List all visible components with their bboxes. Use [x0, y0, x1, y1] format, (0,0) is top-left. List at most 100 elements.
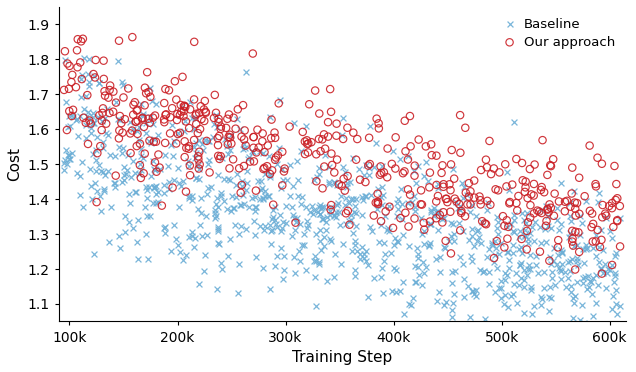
Baseline	[356, 251, 366, 257]
Baseline	[272, 161, 282, 167]
Baseline	[314, 259, 324, 265]
Our approach	[537, 137, 548, 143]
Our approach	[391, 166, 401, 171]
Baseline	[200, 137, 211, 143]
Our approach	[280, 166, 290, 171]
Baseline	[504, 187, 514, 193]
Baseline	[278, 219, 288, 225]
Our approach	[214, 133, 225, 139]
Our approach	[445, 209, 455, 215]
Baseline	[287, 212, 298, 218]
Our approach	[135, 141, 145, 147]
Baseline	[469, 291, 480, 297]
Baseline	[125, 200, 135, 206]
Our approach	[193, 130, 203, 136]
Baseline	[198, 148, 208, 154]
Our approach	[150, 113, 160, 119]
Our approach	[438, 209, 448, 215]
Baseline	[91, 157, 101, 163]
Baseline	[113, 58, 123, 64]
Baseline	[473, 227, 483, 233]
Baseline	[309, 258, 319, 264]
Baseline	[61, 99, 71, 105]
Our approach	[543, 209, 553, 215]
Our approach	[86, 121, 96, 126]
Baseline	[141, 121, 151, 126]
Our approach	[167, 105, 177, 111]
Our approach	[197, 116, 207, 122]
Our approach	[579, 193, 590, 199]
Baseline	[146, 140, 156, 146]
Baseline	[284, 193, 294, 199]
Our approach	[234, 165, 244, 171]
Our approach	[567, 236, 577, 242]
Our approach	[600, 211, 611, 217]
Baseline	[250, 194, 260, 200]
Our approach	[319, 131, 329, 137]
Baseline	[61, 147, 71, 153]
Baseline	[316, 205, 326, 211]
Our approach	[144, 138, 155, 144]
Our approach	[133, 118, 143, 124]
Baseline	[151, 183, 161, 189]
Baseline	[302, 218, 312, 224]
Our approach	[584, 208, 595, 214]
Baseline	[196, 196, 206, 202]
Baseline	[520, 233, 530, 239]
Our approach	[307, 139, 317, 145]
Baseline	[296, 194, 307, 200]
Baseline	[260, 189, 270, 195]
Our approach	[62, 61, 73, 67]
Baseline	[593, 348, 604, 354]
Baseline	[550, 245, 560, 251]
Baseline	[515, 262, 525, 268]
Baseline	[64, 113, 74, 119]
Our approach	[59, 87, 69, 93]
Baseline	[256, 224, 266, 230]
Baseline	[335, 222, 345, 228]
Baseline	[578, 280, 588, 286]
Baseline	[59, 160, 69, 166]
Our approach	[202, 138, 212, 144]
Baseline	[213, 204, 223, 210]
Baseline	[478, 269, 488, 275]
Our approach	[92, 199, 102, 205]
Our approach	[266, 117, 277, 123]
Our approach	[67, 72, 78, 78]
Our approach	[438, 219, 448, 225]
Baseline	[359, 251, 369, 257]
Baseline	[140, 205, 150, 211]
Our approach	[191, 121, 202, 127]
Baseline	[508, 228, 518, 234]
Baseline	[380, 251, 390, 257]
Baseline	[476, 322, 487, 328]
Our approach	[258, 166, 268, 172]
Baseline	[212, 240, 223, 246]
Our approach	[327, 162, 337, 168]
Our approach	[160, 140, 170, 146]
Baseline	[467, 233, 477, 239]
Baseline	[581, 286, 591, 292]
Baseline	[560, 269, 570, 275]
Baseline	[433, 185, 443, 191]
Baseline	[244, 205, 254, 211]
Baseline	[471, 286, 481, 292]
Baseline	[502, 272, 512, 278]
Our approach	[369, 212, 379, 218]
Baseline	[311, 258, 321, 264]
Our approach	[75, 60, 85, 65]
Baseline	[184, 234, 194, 240]
Baseline	[150, 184, 160, 190]
Baseline	[128, 158, 138, 164]
Baseline	[244, 154, 254, 160]
Our approach	[251, 150, 261, 155]
Our approach	[323, 134, 333, 140]
Baseline	[235, 202, 245, 208]
Baseline	[464, 237, 474, 243]
Our approach	[303, 150, 313, 155]
Baseline	[347, 326, 357, 332]
Our approach	[376, 218, 386, 224]
Y-axis label: Cost: Cost	[7, 147, 22, 181]
Our approach	[502, 217, 512, 223]
Baseline	[148, 158, 158, 164]
